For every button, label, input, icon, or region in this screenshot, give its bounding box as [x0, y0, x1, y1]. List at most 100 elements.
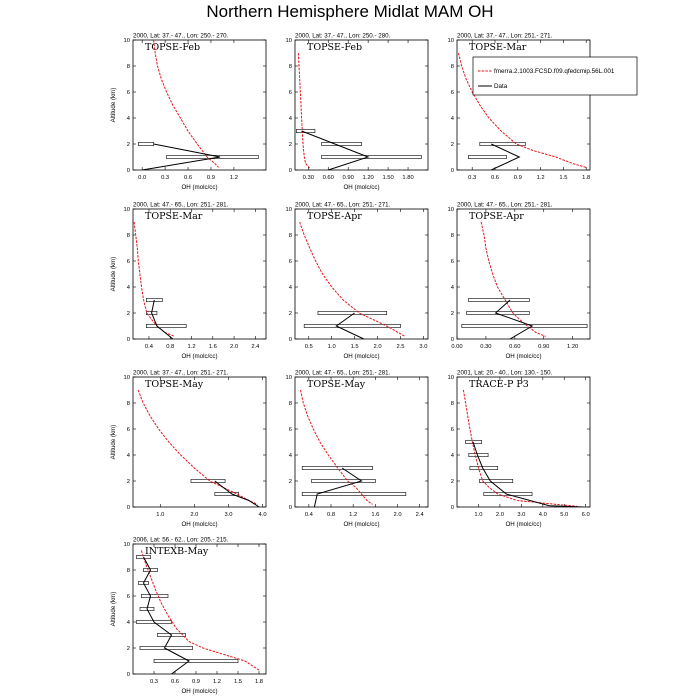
error-bar	[321, 142, 362, 146]
figure-title: Northern Hemisphere Midlat MAM OH	[206, 2, 494, 21]
x-tick-label: 1.20	[363, 175, 374, 181]
y-tick-label: 6	[289, 427, 292, 433]
y-tick-label: 4	[127, 116, 131, 122]
y-tick-label: 4	[451, 116, 455, 122]
y-tick-label: 2	[289, 479, 292, 485]
model-series-line	[153, 40, 219, 168]
x-tick-label: 2.0	[393, 512, 401, 518]
x-tick-label: 6.0	[582, 512, 590, 518]
panel-data	[458, 52, 587, 170]
panel-title: 2000, Lat: 47.- 65., Lon: 251.- 271.	[295, 202, 391, 209]
y-tick-label: 10	[448, 375, 454, 381]
x-tick-label: 5.0	[560, 512, 568, 518]
y-tick-label: 4	[127, 453, 131, 459]
legend-box	[472, 56, 638, 96]
x-tick-label: 2.0	[230, 344, 238, 350]
error-bar	[301, 492, 407, 496]
x-tick-label: 0.0	[138, 175, 146, 181]
campaign-label: TOPSE-May	[145, 379, 204, 390]
panel-1: 2000, Lat: 37.- 47., Lon: 250.- 270. TOPS…	[110, 33, 267, 191]
y-tick-label: 0	[451, 505, 454, 511]
x-tick-label: 2.4	[416, 512, 425, 518]
error-bar	[468, 298, 530, 302]
x-tick-label: 1.5	[559, 175, 567, 181]
x-tick-label: 1.2	[537, 175, 545, 181]
y-tick-label: 10	[124, 38, 130, 44]
y-tick-label: 10	[124, 207, 130, 213]
panel-frame	[456, 376, 591, 508]
y-tick-label: 6	[127, 90, 130, 96]
panel-data	[296, 52, 422, 170]
x-axis-label: OH (molc/cc)	[505, 353, 541, 360]
x-tick-label: 4.0	[539, 512, 547, 518]
campaign-label: TOPSE-Feb	[145, 42, 200, 53]
model-series-line	[300, 389, 373, 505]
x-tick-label: 0.9	[514, 175, 522, 181]
x-tick-label: 2.0	[496, 512, 504, 518]
y-tick-label: 8	[289, 64, 292, 70]
data-series-line	[214, 480, 260, 507]
model-series-line	[480, 221, 546, 337]
y-tick-label: 2	[127, 311, 130, 317]
data-series-line	[142, 143, 221, 170]
panel-4: 2000, Lat: 47.- 65., Lon: 251.- 281. TOPS…	[110, 202, 267, 360]
campaign-label: TRACE-P P3	[469, 379, 529, 390]
y-tick-label: 10	[448, 38, 454, 44]
x-tick-label: 4.0	[259, 512, 267, 518]
y-tick-label: 8	[451, 233, 454, 239]
x-tick-label: 2.4	[251, 344, 260, 350]
error-bar	[468, 155, 507, 159]
panel-frame	[132, 376, 267, 508]
x-tick-label: 0.6	[491, 175, 499, 181]
x-tick-label: 0.8	[327, 512, 335, 518]
x-axis-label: OH (molc/cc)	[343, 184, 379, 191]
y-tick-label: 6	[289, 259, 292, 265]
x-tick-label: 0.6	[184, 175, 192, 181]
y-tick-label: 10	[286, 38, 292, 44]
panel-frame	[294, 208, 429, 340]
y-tick-label: 8	[127, 401, 130, 407]
error-bar	[136, 620, 172, 624]
y-tick-label: 2	[289, 311, 292, 317]
y-tick-label: 6	[289, 90, 292, 96]
x-tick-label: 1.2	[230, 175, 238, 181]
panel-2: 2000, Lat: 37.- 47., Lon: 250.- 280. TOPS…	[286, 33, 429, 191]
data-series-line	[313, 467, 363, 507]
y-tick-label: 4	[127, 620, 131, 626]
error-bar	[483, 492, 533, 496]
panel-data	[138, 40, 259, 170]
x-tick-label: 1.0	[474, 512, 482, 518]
x-tick-label: 1.20	[567, 344, 578, 350]
x-tick-label: 1.6	[209, 344, 217, 350]
error-bar	[138, 142, 154, 146]
panel-title: 2006, Lat: 56.- 62., Lon: 205.- 215.	[133, 537, 229, 544]
y-tick-label: 6	[451, 427, 454, 433]
error-bar	[139, 646, 193, 650]
error-bar	[146, 324, 187, 328]
y-axis-label: Altitude (km)	[110, 257, 117, 292]
x-tick-label: 0.90	[538, 344, 549, 350]
y-tick-label: 4	[289, 285, 293, 291]
y-tick-label: 8	[127, 568, 130, 574]
x-tick-label: 1.2	[349, 512, 357, 518]
panel-data	[133, 221, 187, 339]
y-tick-label: 8	[451, 401, 454, 407]
error-bar	[301, 466, 373, 470]
panel-frame	[132, 39, 267, 171]
panel-data	[300, 389, 407, 507]
y-tick-label: 6	[127, 259, 130, 265]
campaign-label: TOPSE-Mar	[469, 42, 527, 53]
y-tick-label: 8	[289, 233, 292, 239]
x-tick-label: 0.9	[207, 175, 215, 181]
x-tick-label: 0.3	[468, 175, 476, 181]
x-tick-label: 0.4	[305, 512, 314, 518]
x-tick-label: 1.0	[328, 344, 336, 350]
legend: fmerra.2.1003.FCSD.f09.qfedcmip.56L.001 D…	[472, 56, 638, 96]
campaign-label: TOPSE-Apr	[469, 211, 524, 222]
y-tick-label: 0	[289, 505, 292, 511]
panel-title: 2000, Lat: 47.- 65., Lon: 251.- 281.	[457, 202, 553, 209]
x-tick-label: 0.4	[145, 344, 154, 350]
error-bar	[461, 324, 588, 328]
y-tick-label: 10	[286, 375, 292, 381]
y-tick-label: 4	[451, 453, 455, 459]
